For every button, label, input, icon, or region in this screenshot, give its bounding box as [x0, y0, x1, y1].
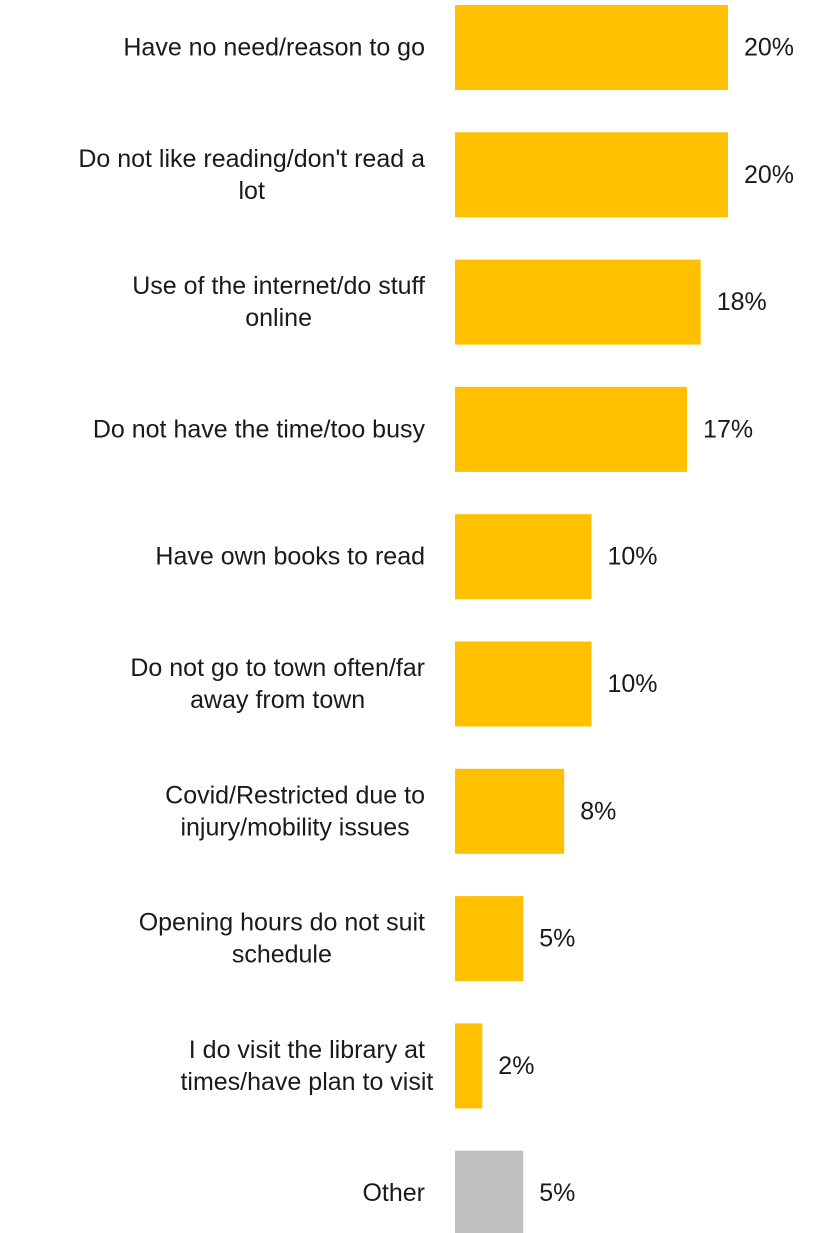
bar-3: [455, 386, 688, 472]
category-label-8-line-0: I do visit the library at: [189, 1036, 425, 1064]
value-label-5: 10%: [608, 670, 658, 698]
value-label-8: 2%: [498, 1052, 534, 1080]
category-label-8-line-1: times/have plan to visit: [180, 1068, 433, 1096]
bar-6: [455, 768, 565, 854]
category-label-4-line-0: Have own books to read: [155, 543, 425, 571]
category-labels: Have no need/reason to go Do not like rea…: [78, 34, 433, 1208]
category-label-6-line-1: injury/mobility issues: [180, 813, 409, 841]
category-label-7-line-1: schedule: [232, 941, 332, 969]
category-label-2-line-1: online: [245, 304, 312, 332]
category-label-1-line-0: Do not like reading/don't read a: [78, 145, 425, 173]
category-label-1-line-1: lot: [239, 177, 265, 205]
category-label-2-line-0: Use of the internet/do stuff: [132, 272, 425, 300]
category-label-5-line-0: Do not go to town often/far: [130, 654, 425, 682]
bar-9: [455, 1150, 524, 1233]
category-label-5-line-1: away from town: [190, 686, 365, 714]
bar-1: [455, 132, 728, 218]
bar-8: [455, 1023, 483, 1109]
value-label-6: 8%: [580, 797, 616, 825]
bar-5: [455, 641, 592, 727]
value-label-9: 5%: [539, 1179, 575, 1207]
category-label-7-line-0: Opening hours do not suit: [139, 909, 425, 937]
bar-series: [455, 5, 728, 1233]
value-label-1: 20%: [744, 161, 794, 189]
bar-0: [455, 5, 728, 90]
category-label-0-line-0: Have no need/reason to go: [123, 34, 425, 62]
category-label-3-line-0: Do not have the time/too busy: [93, 415, 426, 443]
bar-2: [455, 259, 701, 345]
bar-7: [455, 896, 524, 982]
value-label-0: 20%: [744, 34, 794, 62]
value-label-4: 10%: [608, 543, 658, 571]
category-label-6-line-0: Covid/Restricted due to: [165, 781, 425, 809]
category-label-9-line-0: Other: [362, 1179, 425, 1207]
value-label-7: 5%: [539, 925, 575, 953]
value-label-3: 17%: [703, 415, 753, 443]
value-label-2: 18%: [717, 288, 767, 316]
bar-4: [455, 514, 592, 600]
value-labels: 20% 20% 18% 17% 10% 10% 8% 5% 2% 5%: [498, 34, 794, 1208]
